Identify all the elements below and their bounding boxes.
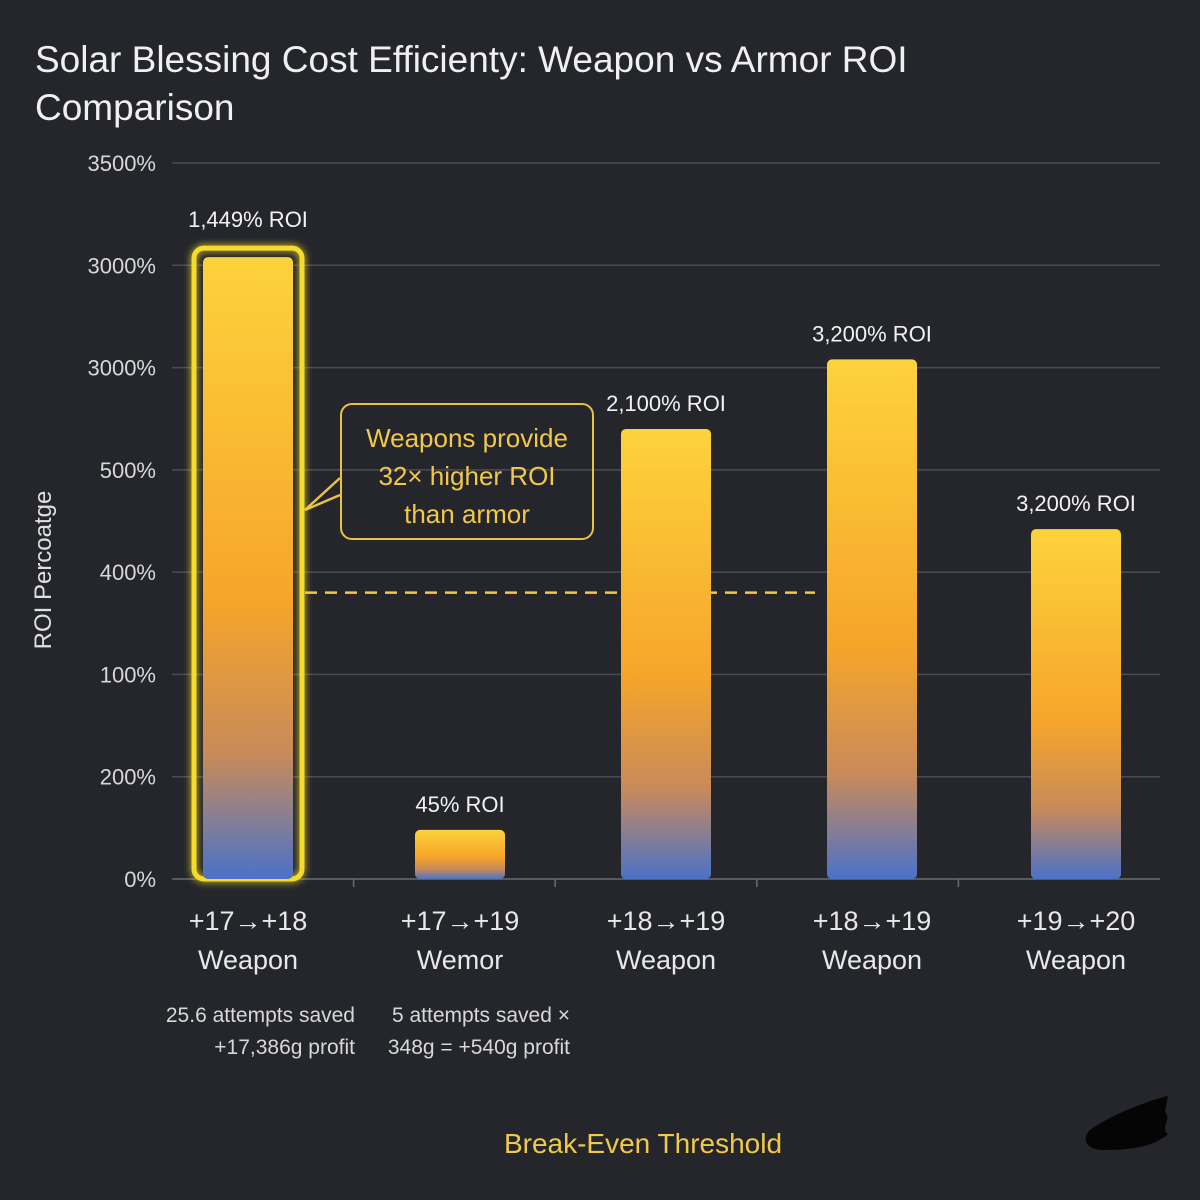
- x-tick-label-line: +19→+20: [1016, 906, 1136, 936]
- x-tick-label: +18→+19 Weapon: [772, 902, 972, 980]
- y-tick-label: 400%: [100, 560, 156, 585]
- bar: [203, 257, 293, 879]
- annotation-line: Weapons provide: [366, 423, 568, 453]
- bar-value-label: 2,100% ROI: [606, 391, 726, 416]
- x-tick-label-line: +17→+19: [400, 906, 520, 936]
- y-tick-label: 0%: [124, 867, 156, 892]
- y-tick-label: 200%: [100, 765, 156, 790]
- note-line: 25.6 attempts saved: [165, 1004, 355, 1027]
- x-tick-label: +18→+19 Weapon: [566, 902, 766, 980]
- bar-value-label: 45% ROI: [415, 792, 504, 817]
- x-tick-label: +17→+18 Weapon: [148, 902, 348, 980]
- x-tick-label-line: Weapon: [1025, 945, 1127, 975]
- note-line: 5 attempts saved ×: [391, 1004, 570, 1027]
- bar: [621, 428, 711, 879]
- x-tick-label-line: +18→+19: [812, 906, 932, 936]
- note-weapon: 25.6 attempts saved +17,386g profit: [140, 1000, 355, 1064]
- note-line: 348g = +540g profit: [387, 1036, 570, 1059]
- bar: [415, 829, 505, 879]
- x-tick-label-line: Wemor: [416, 945, 504, 975]
- annotation-line: than armor: [404, 499, 530, 529]
- y-tick-label: 100%: [100, 662, 156, 687]
- x-tick-label-line: Weapon: [197, 945, 299, 975]
- bar: [827, 359, 917, 880]
- annotation-line: 32× higher ROI: [378, 461, 556, 491]
- x-tick-label-line: +17→+18: [188, 906, 308, 936]
- x-tick-label-line: +18→+19: [606, 906, 726, 936]
- y-tick-label: 3500%: [87, 151, 156, 176]
- x-tick-label-line: Weapon: [821, 945, 923, 975]
- bar-value-label: 3,200% ROI: [1016, 491, 1136, 516]
- note-line: +17,386g profit: [214, 1036, 355, 1059]
- y-tick-label: 3000%: [87, 253, 156, 278]
- bar: [1031, 529, 1121, 879]
- y-tick-label: 3000%: [87, 356, 156, 381]
- threshold-legend-label: Break-Even Threshold: [503, 1128, 783, 1159]
- callout-pointer: [304, 477, 341, 512]
- bar-value-label: 3,200% ROI: [812, 321, 932, 346]
- y-tick-label: 500%: [100, 458, 156, 483]
- annotation-callout: Weapons provide 32× higher ROI than armo…: [340, 403, 594, 540]
- bar-value-label: 1,449% ROI: [188, 207, 308, 232]
- x-tick-label-line: Weapon: [615, 945, 717, 975]
- note-armor: 5 attempts saved × 348g = +540g profit: [362, 1000, 570, 1064]
- chart-title: Solar Blessing Cost Efficienty: Weapon v…: [35, 39, 908, 128]
- x-tick-label: +17→+19 Wemor: [360, 902, 560, 980]
- x-tick-label: +19→+20 Weapon: [976, 902, 1176, 980]
